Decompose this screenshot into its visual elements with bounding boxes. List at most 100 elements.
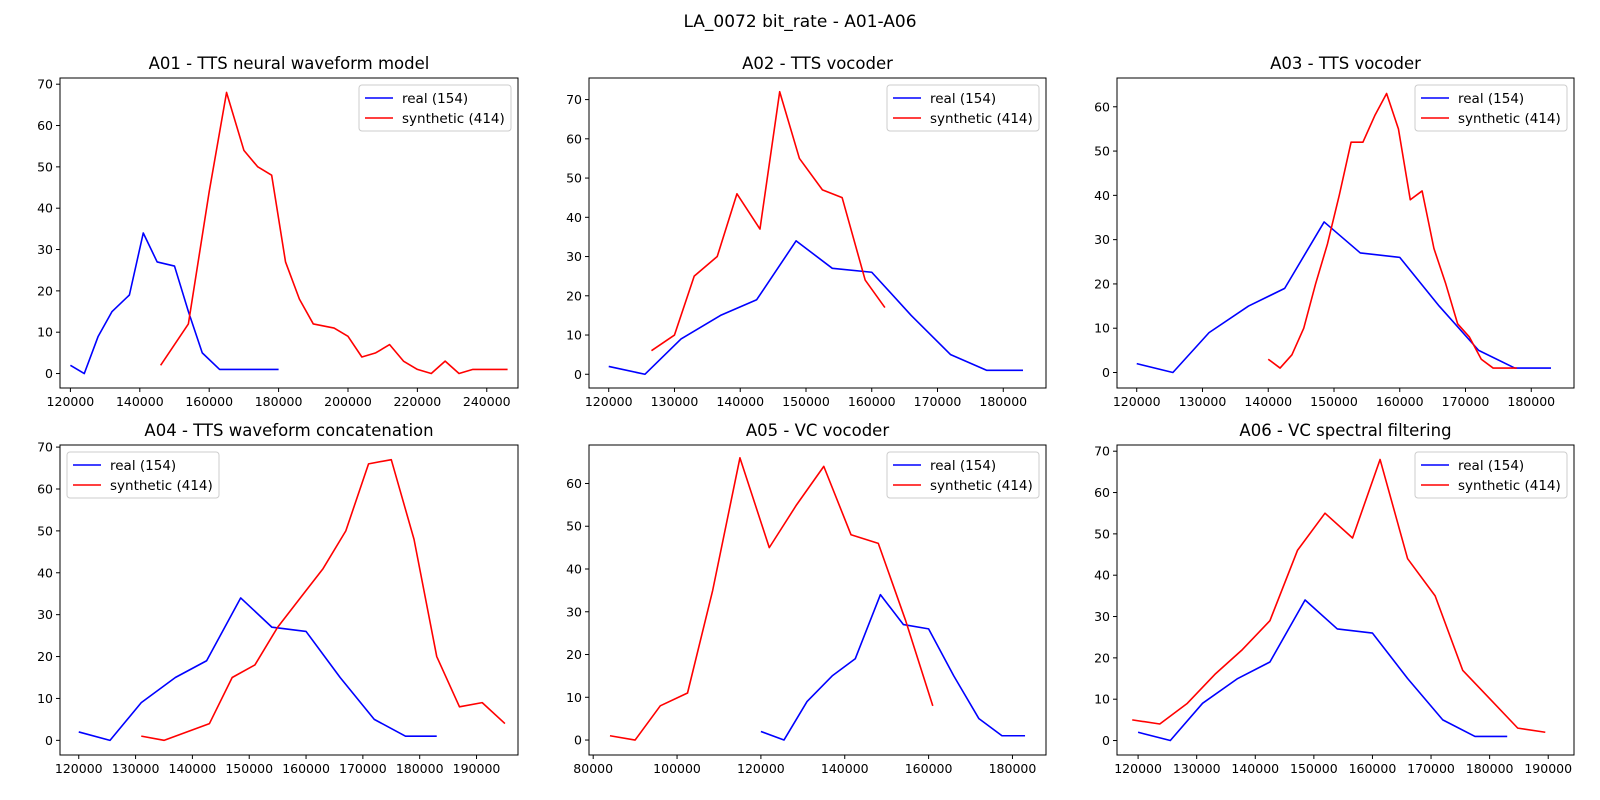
x-tick-label: 170000 [1407, 761, 1455, 776]
legend-entry: real (154) [1458, 91, 1524, 107]
x-tick-label: 140000 [169, 761, 217, 776]
y-tick-label: 30 [566, 249, 582, 264]
legend-entry: synthetic (414) [402, 111, 505, 127]
y-tick-label: 20 [1094, 276, 1110, 291]
y-tick-label: 20 [566, 647, 582, 662]
chart-title: A03 - TTS vocoder [1270, 54, 1421, 73]
chart-panel-1: A01 - TTS neural waveform model 120000 140… [37, 54, 519, 409]
y-tick-label: 30 [566, 604, 582, 619]
x-tick-label: 130000 [1173, 761, 1221, 776]
x-tick-label: 150000 [1290, 761, 1338, 776]
series-line-synthetic [609, 457, 934, 741]
series-line-real [70, 232, 279, 375]
y-tick-label: 70 [37, 440, 53, 455]
x-tick-label: 120000 [55, 761, 103, 776]
x-tick-label: 150000 [1310, 394, 1358, 409]
x-tick-label: 120000 [1114, 761, 1162, 776]
axes-frame [588, 77, 1047, 389]
x-tick-label: 200000 [324, 394, 372, 409]
x-tick-label: 180000 [979, 394, 1027, 409]
x-tick-label: 170000 [1442, 394, 1490, 409]
chart-panel-2: A02 - TTS vocoder 120000 130000 140000 15000… [566, 54, 1047, 409]
x-tick-label: 160000 [848, 394, 896, 409]
legend-entry: synthetic (414) [930, 478, 1033, 494]
y-tick-label: 70 [1094, 444, 1110, 459]
y-tick-label: 20 [37, 649, 53, 664]
x-tick-label: 180000 [989, 761, 1037, 776]
axes-frame [1116, 444, 1575, 756]
legend-box [886, 84, 1040, 132]
y-tick-label: 70 [566, 92, 582, 107]
x-tick-label: 170000 [914, 394, 962, 409]
x-tick-label: 160000 [282, 761, 330, 776]
y-tick-label: 60 [37, 481, 53, 496]
y-tick-label: 50 [1094, 526, 1110, 541]
y-tick-label: 50 [37, 523, 53, 538]
series-line-real [760, 593, 1026, 741]
y-tick-label: 50 [37, 159, 53, 174]
axes-frame [588, 444, 1047, 756]
legend-entry: real (154) [930, 458, 996, 474]
x-tick-label: 140000 [116, 394, 164, 409]
series-line-synthetic [159, 91, 508, 375]
legend-box [886, 451, 1040, 499]
y-tick-label: 0 [1102, 365, 1110, 380]
y-tick-label: 50 [566, 171, 582, 186]
x-tick-label: 180000 [1507, 394, 1555, 409]
x-tick-label: 150000 [225, 761, 273, 776]
x-tick-label: 180000 [396, 761, 444, 776]
x-tick-label: 130000 [651, 394, 699, 409]
legend: real (154) synthetic (414) [886, 451, 1040, 499]
y-tick-label: 40 [566, 210, 582, 225]
legend: real (154) synthetic (414) [886, 84, 1040, 132]
legend-entry: real (154) [1458, 458, 1524, 474]
legend-entry: synthetic (414) [1458, 111, 1561, 127]
legend-box [358, 84, 512, 132]
legend-entry: synthetic (414) [1458, 478, 1561, 494]
legend: real (154) synthetic (414) [1414, 451, 1568, 499]
y-tick-label: 60 [566, 131, 582, 146]
y-tick-label: 50 [566, 519, 582, 534]
x-tick-label: 160000 [905, 761, 953, 776]
axes-frame [59, 444, 519, 756]
x-tick-label: 100000 [653, 761, 701, 776]
y-tick-label: 20 [566, 288, 582, 303]
y-tick-label: 40 [1094, 568, 1110, 583]
chart-title: A04 - TTS waveform concatenation [144, 421, 433, 440]
chart-title: A05 - VC vocoder [746, 421, 889, 440]
x-tick-label: 160000 [1376, 394, 1424, 409]
y-tick-label: 10 [37, 691, 53, 706]
legend-entry: synthetic (414) [110, 478, 213, 494]
y-tick-label: 70 [37, 77, 53, 92]
y-tick-label: 50 [1094, 144, 1110, 159]
x-tick-label: 240000 [463, 394, 511, 409]
series-line-real [78, 597, 437, 742]
y-tick-label: 10 [566, 690, 582, 705]
series-line-synthetic [1267, 92, 1517, 369]
x-tick-label: 140000 [1231, 761, 1279, 776]
chart-panel-6: A06 - VC spectral filtering 120000 130000 1… [1094, 421, 1575, 776]
x-tick-label: 180000 [255, 394, 303, 409]
y-tick-label: 40 [37, 565, 53, 580]
chart-title: A02 - TTS vocoder [742, 54, 893, 73]
chart-panel-4: A04 - TTS waveform concatenation 120000 13… [37, 421, 519, 776]
figure-suptitle: LA_0072 bit_rate - A01-A06 [683, 12, 917, 32]
y-tick-label: 0 [45, 366, 53, 381]
series-line-synthetic [651, 90, 886, 352]
y-tick-label: 30 [1094, 609, 1110, 624]
series-line-real [1137, 599, 1508, 742]
x-tick-label: 130000 [112, 761, 160, 776]
x-tick-label: 160000 [1349, 761, 1397, 776]
series-line-synthetic [1132, 458, 1546, 734]
legend-box [1414, 84, 1568, 132]
x-tick-label: 80000 [573, 761, 613, 776]
x-tick-label: 120000 [585, 394, 633, 409]
series-line-real [608, 240, 1023, 376]
y-tick-label: 30 [1094, 232, 1110, 247]
y-tick-label: 10 [566, 328, 582, 343]
y-tick-label: 30 [37, 607, 53, 622]
legend-entry: real (154) [930, 91, 996, 107]
legend-entry: synthetic (414) [930, 111, 1033, 127]
